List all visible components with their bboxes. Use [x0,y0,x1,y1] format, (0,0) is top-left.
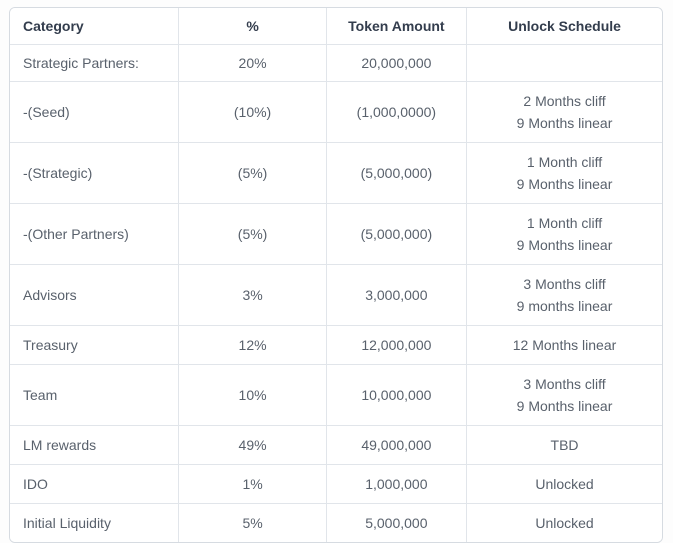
unlock-schedule-cell: 3 Months cliff 9 months linear [466,264,662,326]
category-cell: -(Seed) [10,81,179,143]
percent-cell: 49% [178,425,327,465]
unlock-line: Unlocked [535,476,594,492]
unlock-line: 9 Months linear [516,176,613,192]
unlock-line: 3 Months cliff [523,276,606,292]
unlock-schedule-cell: 2 Months cliff 9 Months linear [466,81,662,143]
percent-cell: 20% [178,44,327,82]
category-cell: -(Strategic) [10,142,179,204]
category-cell: Advisors [10,264,179,326]
unlock-schedule-cell: 3 Months cliff 9 Months linear [466,364,662,426]
table-row: Advisors 3% 3,000,000 3 Months cliff 9 m… [10,264,662,326]
table-row: Team 10% 10,000,000 3 Months cliff 9 Mon… [10,364,662,426]
unlock-schedule-cell: 1 Month cliff 9 Months linear [466,203,662,265]
column-header-unlock-schedule: Unlock Schedule [466,8,662,45]
table-row: -(Strategic) (5%) (5,000,000) 1 Month cl… [10,142,662,204]
column-header-percent: % [178,8,327,45]
token-allocation-table-container: Category % Token Amount Unlock Schedule … [9,7,663,543]
percent-cell: 10% [178,364,327,426]
unlock-schedule-cell: 1 Month cliff 9 Months linear [466,142,662,204]
token-allocation-page: Category % Token Amount Unlock Schedule … [9,7,663,543]
unlock-line: TBD [550,437,579,453]
unlock-line: 1 Month cliff [526,154,603,170]
table-body: Strategic Partners: 20% 20,000,000 -(See… [10,44,662,542]
category-cell: LM rewards [10,425,179,465]
token-amount-cell: 3,000,000 [325,264,467,326]
unlock-line: 1 Month cliff [526,215,603,231]
column-header-category: Category [10,8,179,45]
unlock-schedule-cell [466,44,662,82]
category-cell: Strategic Partners: [10,44,179,82]
category-cell: -(Other Partners) [10,203,179,265]
percent-cell: 5% [178,503,327,542]
table-row: -(Seed) (10%) (1,000,0000) 2 Months clif… [10,81,662,143]
token-amount-cell: 12,000,000 [325,325,467,365]
unlock-line: 9 Months linear [516,237,613,253]
percent-cell: 3% [178,264,327,326]
unlock-line: Unlocked [535,515,594,531]
percent-cell: (10%) [178,81,327,143]
token-amount-cell: 10,000,000 [325,364,467,426]
column-header-token-amount: Token Amount [325,8,467,45]
category-cell: IDO [10,464,179,504]
category-cell: Initial Liquidity [10,503,179,542]
token-amount-cell: (5,000,000) [325,203,467,265]
table-header: Category % Token Amount Unlock Schedule [10,8,662,45]
token-amount-cell: (1,000,0000) [325,81,467,143]
table-row: Strategic Partners: 20% 20,000,000 [10,44,662,82]
token-allocation-table: Category % Token Amount Unlock Schedule … [10,8,662,542]
unlock-line: 9 months linear [516,298,613,314]
percent-cell: 12% [178,325,327,365]
unlock-line: 3 Months cliff [523,376,606,392]
unlock-schedule-cell: Unlocked [466,464,662,504]
percent-cell: (5%) [178,203,327,265]
unlock-line: 9 Months linear [516,398,613,414]
table-row: Initial Liquidity 5% 5,000,000 Unlocked [10,503,662,542]
header-row: Category % Token Amount Unlock Schedule [10,8,662,45]
table-row: IDO 1% 1,000,000 Unlocked [10,464,662,504]
unlock-line: 12 Months linear [512,337,617,353]
unlock-schedule-cell: TBD [466,425,662,465]
token-amount-cell: 20,000,000 [325,44,467,82]
token-amount-cell: 5,000,000 [325,503,467,542]
unlock-line: 2 Months cliff [523,93,606,109]
unlock-schedule-cell: Unlocked [466,503,662,542]
table-row: LM rewards 49% 49,000,000 TBD [10,425,662,465]
unlock-line: 9 Months linear [516,115,613,131]
table-row: Treasury 12% 12,000,000 12 Months linear [10,325,662,365]
token-amount-cell: (5,000,000) [325,142,467,204]
token-amount-cell: 49,000,000 [325,425,467,465]
table-row: -(Other Partners) (5%) (5,000,000) 1 Mon… [10,203,662,265]
percent-cell: 1% [178,464,327,504]
category-cell: Treasury [10,325,179,365]
token-amount-cell: 1,000,000 [325,464,467,504]
percent-cell: (5%) [178,142,327,204]
unlock-schedule-cell: 12 Months linear [466,325,662,365]
category-cell: Team [10,364,179,426]
